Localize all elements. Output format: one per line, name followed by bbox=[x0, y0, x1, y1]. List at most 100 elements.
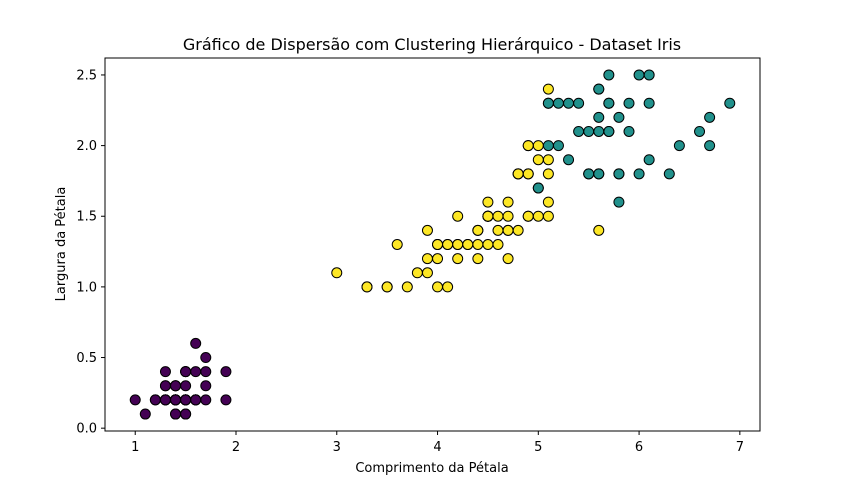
y-axis-label: Largura da Pétala bbox=[54, 187, 69, 302]
point-cluster1-63 bbox=[542, 210, 554, 222]
point-cluster1-60 bbox=[512, 168, 524, 180]
point-cluster2-16 bbox=[704, 140, 716, 152]
point-cluster1-6 bbox=[502, 196, 514, 208]
point-cluster0-13 bbox=[139, 408, 151, 420]
point-cluster2-7 bbox=[643, 69, 655, 81]
point-cluster1-26 bbox=[512, 224, 524, 236]
point-cluster0-18 bbox=[200, 380, 212, 392]
point-cluster0-22 bbox=[129, 394, 141, 406]
point-cluster0-41 bbox=[159, 380, 171, 392]
point-cluster2-22 bbox=[593, 111, 605, 123]
point-cluster1-31 bbox=[401, 281, 413, 293]
point-cluster2-10 bbox=[552, 140, 564, 152]
point-cluster1-35 bbox=[482, 196, 494, 208]
point-cluster1-41 bbox=[492, 224, 504, 236]
point-cluster1-29 bbox=[381, 281, 393, 293]
point-cluster1-22 bbox=[522, 210, 534, 222]
point-cluster2-13 bbox=[704, 111, 716, 123]
x-tick-label: 3 bbox=[333, 440, 341, 455]
point-cluster1-64 bbox=[522, 140, 534, 152]
x-tick-label: 4 bbox=[433, 440, 441, 455]
y-tick-label: 2.5 bbox=[76, 68, 97, 83]
point-cluster1-48 bbox=[331, 267, 343, 279]
point-cluster2-11 bbox=[563, 97, 575, 109]
point-cluster1-19 bbox=[421, 267, 433, 279]
point-cluster2-33 bbox=[542, 140, 554, 152]
point-cluster1-13 bbox=[502, 224, 514, 236]
point-cluster1-25 bbox=[472, 224, 484, 236]
point-cluster2-23 bbox=[643, 97, 655, 109]
y-tick-label: 0.5 bbox=[76, 351, 97, 366]
point-cluster1-9 bbox=[421, 224, 433, 236]
chart-title: Gráfico de Dispersão com Clustering Hier… bbox=[183, 35, 681, 54]
x-ticks: 1 2 3 4 5 6 7 bbox=[131, 431, 744, 455]
point-cluster1-57 bbox=[532, 210, 544, 222]
point-cluster1-45 bbox=[452, 253, 464, 265]
point-cluster2-0 bbox=[633, 69, 645, 81]
point-cluster1-39 bbox=[432, 239, 444, 250]
y-tick-label: 0.0 bbox=[76, 422, 97, 437]
point-cluster0-44 bbox=[220, 366, 232, 378]
point-cluster2-34 bbox=[593, 125, 605, 137]
point-cluster0-16 bbox=[159, 366, 171, 378]
point-cluster2-3 bbox=[613, 111, 625, 123]
point-cluster2-37 bbox=[603, 125, 615, 137]
point-cluster1-4 bbox=[492, 210, 504, 222]
point-cluster0-35 bbox=[149, 394, 161, 406]
point-cluster1-58 bbox=[542, 168, 554, 180]
points-layer bbox=[129, 69, 736, 420]
point-cluster2-39 bbox=[603, 97, 615, 109]
point-cluster2-28 bbox=[542, 97, 554, 109]
point-cluster0-48 bbox=[180, 394, 192, 406]
point-cluster2-8 bbox=[563, 154, 575, 166]
point-cluster0-49 bbox=[170, 394, 182, 406]
point-cluster1-34 bbox=[482, 210, 494, 222]
point-cluster0-31 bbox=[180, 366, 192, 378]
point-cluster1-30 bbox=[411, 267, 423, 279]
x-tick-label: 2 bbox=[232, 440, 240, 455]
x-tick-label: 6 bbox=[635, 440, 643, 455]
point-cluster1-32 bbox=[421, 253, 433, 265]
point-cluster2-14 bbox=[724, 97, 736, 109]
point-cluster1-40 bbox=[472, 253, 484, 265]
point-cluster2-35 bbox=[593, 168, 605, 180]
point-cluster0-37 bbox=[170, 408, 182, 420]
point-cluster1-5 bbox=[482, 239, 494, 250]
point-cluster0-26 bbox=[190, 366, 202, 378]
point-cluster1-46 bbox=[452, 239, 464, 250]
y-ticks: 0.0 0.5 1.0 1.5 2.0 2.5 bbox=[76, 68, 105, 437]
point-cluster1-61 bbox=[532, 154, 544, 166]
point-cluster0-24 bbox=[220, 394, 232, 406]
point-cluster1-42 bbox=[432, 253, 444, 265]
point-cluster2-32 bbox=[573, 97, 585, 109]
point-cluster1-49 bbox=[442, 239, 454, 250]
point-cluster2-36 bbox=[613, 168, 625, 180]
y-tick-label: 2.0 bbox=[76, 139, 97, 154]
x-tick-label: 7 bbox=[736, 440, 744, 455]
point-cluster1-11 bbox=[452, 210, 464, 222]
point-cluster2-26 bbox=[573, 125, 585, 137]
x-axis-label: Comprimento da Pétala bbox=[355, 461, 508, 476]
point-cluster0-20 bbox=[200, 394, 212, 406]
point-cluster1-56 bbox=[593, 224, 605, 236]
y-tick-label: 1.5 bbox=[76, 210, 97, 225]
point-cluster1-54 bbox=[542, 154, 554, 166]
x-tick-label: 5 bbox=[534, 440, 542, 455]
point-cluster2-20 bbox=[643, 154, 655, 166]
point-cluster1-14 bbox=[391, 239, 403, 250]
point-cluster2-30 bbox=[603, 69, 615, 81]
point-cluster1-50 bbox=[542, 83, 554, 95]
point-cluster1-36 bbox=[502, 210, 514, 222]
plot-frame bbox=[104, 57, 761, 432]
point-cluster1-37 bbox=[472, 239, 484, 250]
point-cluster2-21 bbox=[673, 140, 685, 152]
point-cluster2-25 bbox=[583, 168, 595, 180]
point-cluster1-43 bbox=[361, 281, 373, 293]
point-cluster2-5 bbox=[663, 168, 675, 180]
point-cluster0-43 bbox=[190, 337, 202, 349]
point-cluster1-23 bbox=[502, 253, 514, 265]
point-cluster1-17 bbox=[442, 281, 454, 293]
point-cluster0-46 bbox=[190, 394, 202, 406]
point-cluster2-31 bbox=[552, 97, 564, 109]
